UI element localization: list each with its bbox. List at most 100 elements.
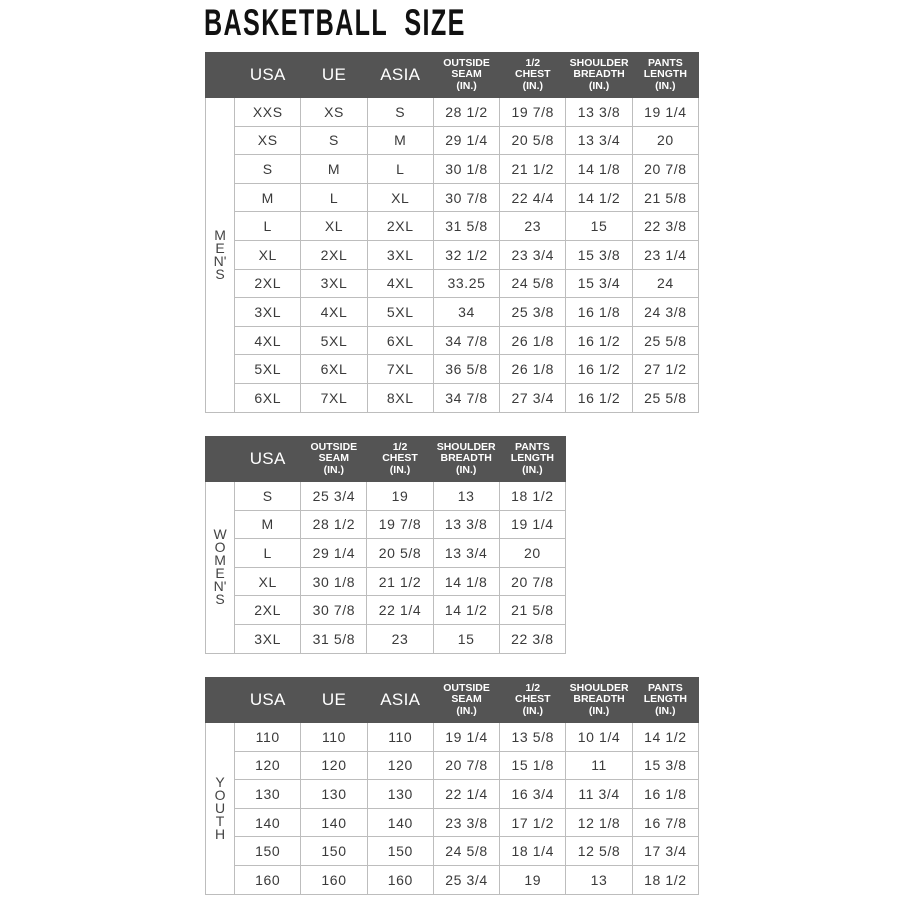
column-header: 1/2 CHEST (IN.)	[499, 52, 567, 98]
table-cell: L	[366, 154, 434, 184]
table-cell: 23 1/4	[631, 239, 700, 270]
column-header-line: PANTS	[647, 681, 683, 694]
group-label: WOMEN'S	[213, 526, 227, 608]
table-cell: 130	[234, 779, 302, 809]
table-cell: 5XL	[234, 354, 302, 384]
header-spacer	[204, 677, 236, 723]
table-cell: 27 1/2	[631, 354, 700, 384]
table-cell: 19 1/4	[498, 509, 567, 540]
column-header-line: (IN.)	[588, 704, 610, 717]
table-cell: 26 1/8	[499, 354, 567, 384]
table-row: 6XL 7XL 8XL 34 7/8 27 3/4 16 1/2 25 5/8	[206, 382, 700, 413]
table-cell: 20	[498, 538, 567, 568]
column-header-line: OUTSIDE	[443, 681, 490, 694]
table-cell: XL	[234, 239, 302, 270]
column-header-line: CHEST	[382, 452, 418, 465]
table-cell: 18 1/4	[499, 836, 567, 866]
table-body: MEN'S XXS XS S 28 1/2 19 7/8 13 3/8 19 1/4 XS S M 2…	[204, 97, 700, 413]
table-cell: 4XL	[366, 268, 434, 299]
column-header-label: USA	[249, 65, 286, 84]
column-header-line: SEAM	[318, 452, 349, 465]
table-cell: 34 7/8	[432, 382, 501, 413]
table-cell: 25 3/8	[499, 297, 567, 327]
table-cell: 23 3/8	[432, 807, 501, 838]
table-cell: 20 5/8	[499, 125, 567, 156]
table-row: L XL 2XL 31 5/8 23 15 22 3/8	[206, 211, 700, 241]
table-cell: 24 5/8	[499, 268, 567, 299]
table-row: 2XL 30 7/8 22 1/4 14 1/2 21 5/8	[206, 595, 567, 625]
table-cell: 25 3/4	[300, 481, 368, 511]
table-cell: 15 1/8	[499, 750, 567, 781]
column-header: USA	[234, 677, 302, 723]
table-cell: 6XL	[234, 382, 302, 413]
table-cell: 30 1/8	[300, 566, 368, 597]
table-cell: 31 5/8	[300, 623, 368, 654]
column-header: SHOULDER BREADTH (IN.)	[565, 677, 633, 723]
mens-size-table: USA UE ASIA OUTSIDE SEAM (IN.) 1/2 CHEST (IN.) SH…	[204, 52, 700, 413]
table-cell: 16 1/8	[565, 297, 633, 327]
column-header-label: ASIA	[380, 690, 421, 709]
table-cell: 2XL	[300, 239, 368, 270]
column-header-label: UE	[321, 690, 347, 709]
table-cell: XXS	[234, 97, 302, 127]
table-cell: 22 1/4	[432, 779, 501, 809]
table-cell: 16 3/4	[499, 779, 567, 809]
table-cell: 15 3/8	[631, 750, 700, 781]
table-cell: 120	[300, 750, 368, 781]
table-row: 160 160 160 25 3/4 19 13 18 1/2	[206, 864, 700, 895]
column-header-line: (IN.)	[655, 79, 676, 92]
table-cell: 2XL	[366, 211, 434, 241]
column-header-line: LENGTH	[643, 693, 687, 706]
column-header-line: OUTSIDE	[443, 56, 490, 69]
table-cell: 28 1/2	[300, 509, 368, 540]
page-title: BASKETBALL SIZE	[204, 2, 466, 43]
column-header: USA	[234, 52, 302, 98]
table-cell: 14 1/2	[432, 595, 500, 625]
table-header: USA OUTSIDE SEAM (IN.) 1/2 CHEST (IN.) SHOULDER…	[204, 436, 567, 482]
group-cell: YOUTH	[204, 722, 236, 895]
table-cell: 28 1/2	[432, 97, 501, 127]
column-header-line: (IN.)	[455, 463, 477, 476]
table-cell: 25 3/4	[432, 864, 501, 895]
column-header-line: PANTS	[647, 56, 683, 69]
table-cell: 24 5/8	[432, 836, 501, 866]
table-row: M L XL 30 7/8 22 4/4 14 1/2 21 5/8	[206, 182, 700, 213]
table-cell: 16 7/8	[631, 807, 700, 838]
table-cell: 21 5/8	[631, 182, 700, 213]
column-header: OUTSIDE SEAM (IN.)	[432, 677, 501, 723]
table-cell: 12 5/8	[565, 836, 633, 866]
header-row: USA OUTSIDE SEAM (IN.) 1/2 CHEST (IN.) SHOULDER…	[204, 436, 567, 482]
table-cell: 2XL	[234, 595, 302, 625]
table-row: WOMEN'S S 25 3/4 19 13 18 1/2	[204, 481, 567, 654]
column-header-line: SEAM	[451, 68, 482, 81]
table-cell: S	[234, 481, 302, 511]
table-cell: 23 3/4	[499, 239, 567, 270]
table-cell: 14 1/2	[565, 182, 633, 213]
table-cell: 30 7/8	[432, 182, 501, 213]
table-cell: 21 5/8	[498, 595, 567, 625]
table-cell: 23	[499, 211, 567, 241]
table-row: MEN'S XXS XS S 28 1/2 19 7/8 13 3/8 19 1/4	[204, 97, 700, 413]
table-row: 4XL 5XL 6XL 34 7/8 26 1/8 16 1/2 25 5/8	[206, 325, 700, 356]
table-cell: 19	[499, 864, 567, 895]
column-header-line: PANTS	[514, 440, 550, 453]
column-header-line: BREADTH	[573, 693, 625, 706]
column-header: ASIA	[366, 52, 434, 98]
column-header-line: SHOULDER	[569, 681, 629, 694]
table-cell: 7XL	[366, 354, 434, 384]
column-header-line: CHEST	[515, 693, 551, 706]
table-cell: M	[234, 182, 302, 213]
table-row: M 28 1/2 19 7/8 13 3/8 19 1/4	[206, 509, 567, 540]
table-cell: 5XL	[300, 325, 368, 356]
table-row: XL 30 1/8 21 1/2 14 1/8 20 7/8	[206, 566, 567, 597]
group-label: MEN'S	[213, 226, 227, 282]
table-cell: S	[300, 125, 368, 156]
table-cell: 21 1/2	[499, 154, 567, 184]
table-row: 140 140 140 23 3/8 17 1/2 12 1/8 16 7/8	[206, 807, 700, 838]
column-header-line: 1/2	[392, 440, 408, 453]
table-cell: M	[300, 154, 368, 184]
table-cell: 19 7/8	[499, 97, 567, 127]
table-cell: 3XL	[300, 268, 368, 299]
table-cell: 110	[234, 722, 302, 752]
column-header: USA	[234, 436, 302, 482]
